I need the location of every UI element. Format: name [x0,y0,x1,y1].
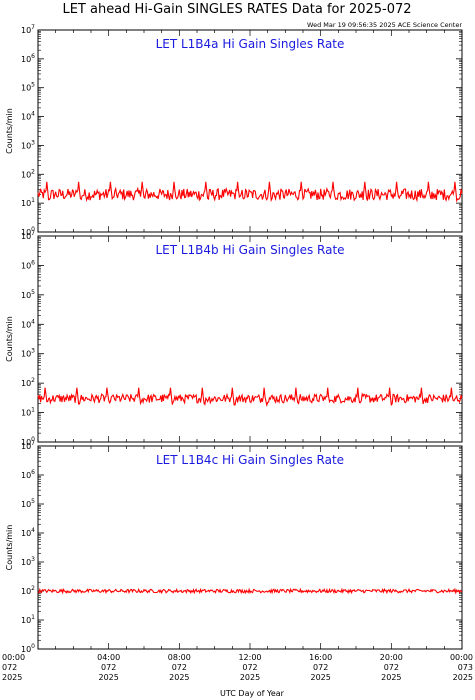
x-tick-year: 2025 [310,673,330,682]
y-tick-label: 104 [21,527,35,538]
y-tick-label: 104 [21,111,35,122]
x-tick-year: 2025 [98,673,118,682]
x-tick-time: 16:00 [309,653,332,662]
x-tick-year: 2025 [453,673,473,682]
y-tick-label: 100 [21,643,35,654]
y-tick-label: 106 [21,259,35,270]
figure-title: LET ahead Hi-Gain SINGLES RATES Data for… [62,2,411,17]
y-tick-label: 103 [21,348,35,359]
y-axis-label: Counts/min [5,316,14,362]
y-tick-label: 101 [21,407,35,418]
y-tick-label: 107 [21,24,35,35]
generation-timestamp: Wed Mar 19 09:56:35 2025 ACE Science Cen… [307,21,462,29]
x-tick-doy: 072 [172,663,187,672]
data-series-line [37,387,463,407]
data-series-line [37,587,463,595]
y-tick-label: 100 [21,226,35,237]
x-tick-time: 12:00 [238,653,261,662]
y-tick-label: 107 [21,230,35,241]
plot-frame [37,235,463,443]
chart-panel-1: 100 101 102 103 104 105 106 107 Counts/min LET L1… [5,24,463,237]
y-tick-label: 104 [21,318,35,329]
y-tick-label: 106 [21,469,35,480]
panel-title: LET L1B4b Hi Gain Singles Rate [155,243,344,257]
panel-title: LET L1B4a Hi Gain Singles Rate [156,37,345,51]
y-tick-label: 100 [21,436,35,447]
x-tick-doy: 072 [2,663,17,672]
y-tick-label: 102 [21,168,35,179]
y-tick-label: 102 [21,377,35,388]
x-tick-doy: 072 [242,663,257,672]
x-tick-year: 2025 [240,673,260,682]
x-tick-time: 20:00 [380,653,403,662]
chart-panel-2: 100 101 102 103 104 105 106 107 Counts/min LET L1… [5,230,463,447]
x-tick-year: 2025 [169,673,189,682]
y-tick-label: 101 [21,614,35,625]
panel-title: LET L1B4c Hi Gain Singles Rate [156,453,344,467]
y-tick-label: 101 [21,197,35,208]
y-tick-label: 103 [21,556,35,567]
y-axis-label: Counts/min [5,525,14,571]
x-tick-doy: 073 [458,663,473,672]
y-tick-label: 106 [21,53,35,64]
x-tick-doy: 072 [101,663,116,672]
y-tick-label: 103 [21,139,35,150]
chart-panels: 100 101 102 103 104 105 106 107 Counts/min LET L1… [2,24,473,682]
y-axis-label: Counts/min [5,108,14,154]
x-axis-label: UTC Day of Year [220,689,285,698]
x-tick-year: 2025 [381,673,401,682]
data-series-line [37,181,463,203]
y-tick-label: 105 [21,82,35,93]
y-tick-label: 105 [21,289,35,300]
y-tick-label: 107 [21,440,35,451]
x-tick-doy: 072 [384,663,399,672]
plot-frame [37,29,463,233]
plot-frame [37,445,463,650]
y-tick-label: 102 [21,585,35,596]
x-tick-time: 00:00 [2,653,25,662]
x-tick-time: 00:00 [450,653,473,662]
x-tick-doy: 072 [313,663,328,672]
x-tick-year: 2025 [2,673,22,682]
chart-panel-3: 100 101 102 103 104 105 106 107 Counts/min LET L1… [5,440,463,654]
x-tick-time: 08:00 [168,653,191,662]
y-tick-label: 105 [21,498,35,509]
x-tick-time: 04:00 [97,653,120,662]
